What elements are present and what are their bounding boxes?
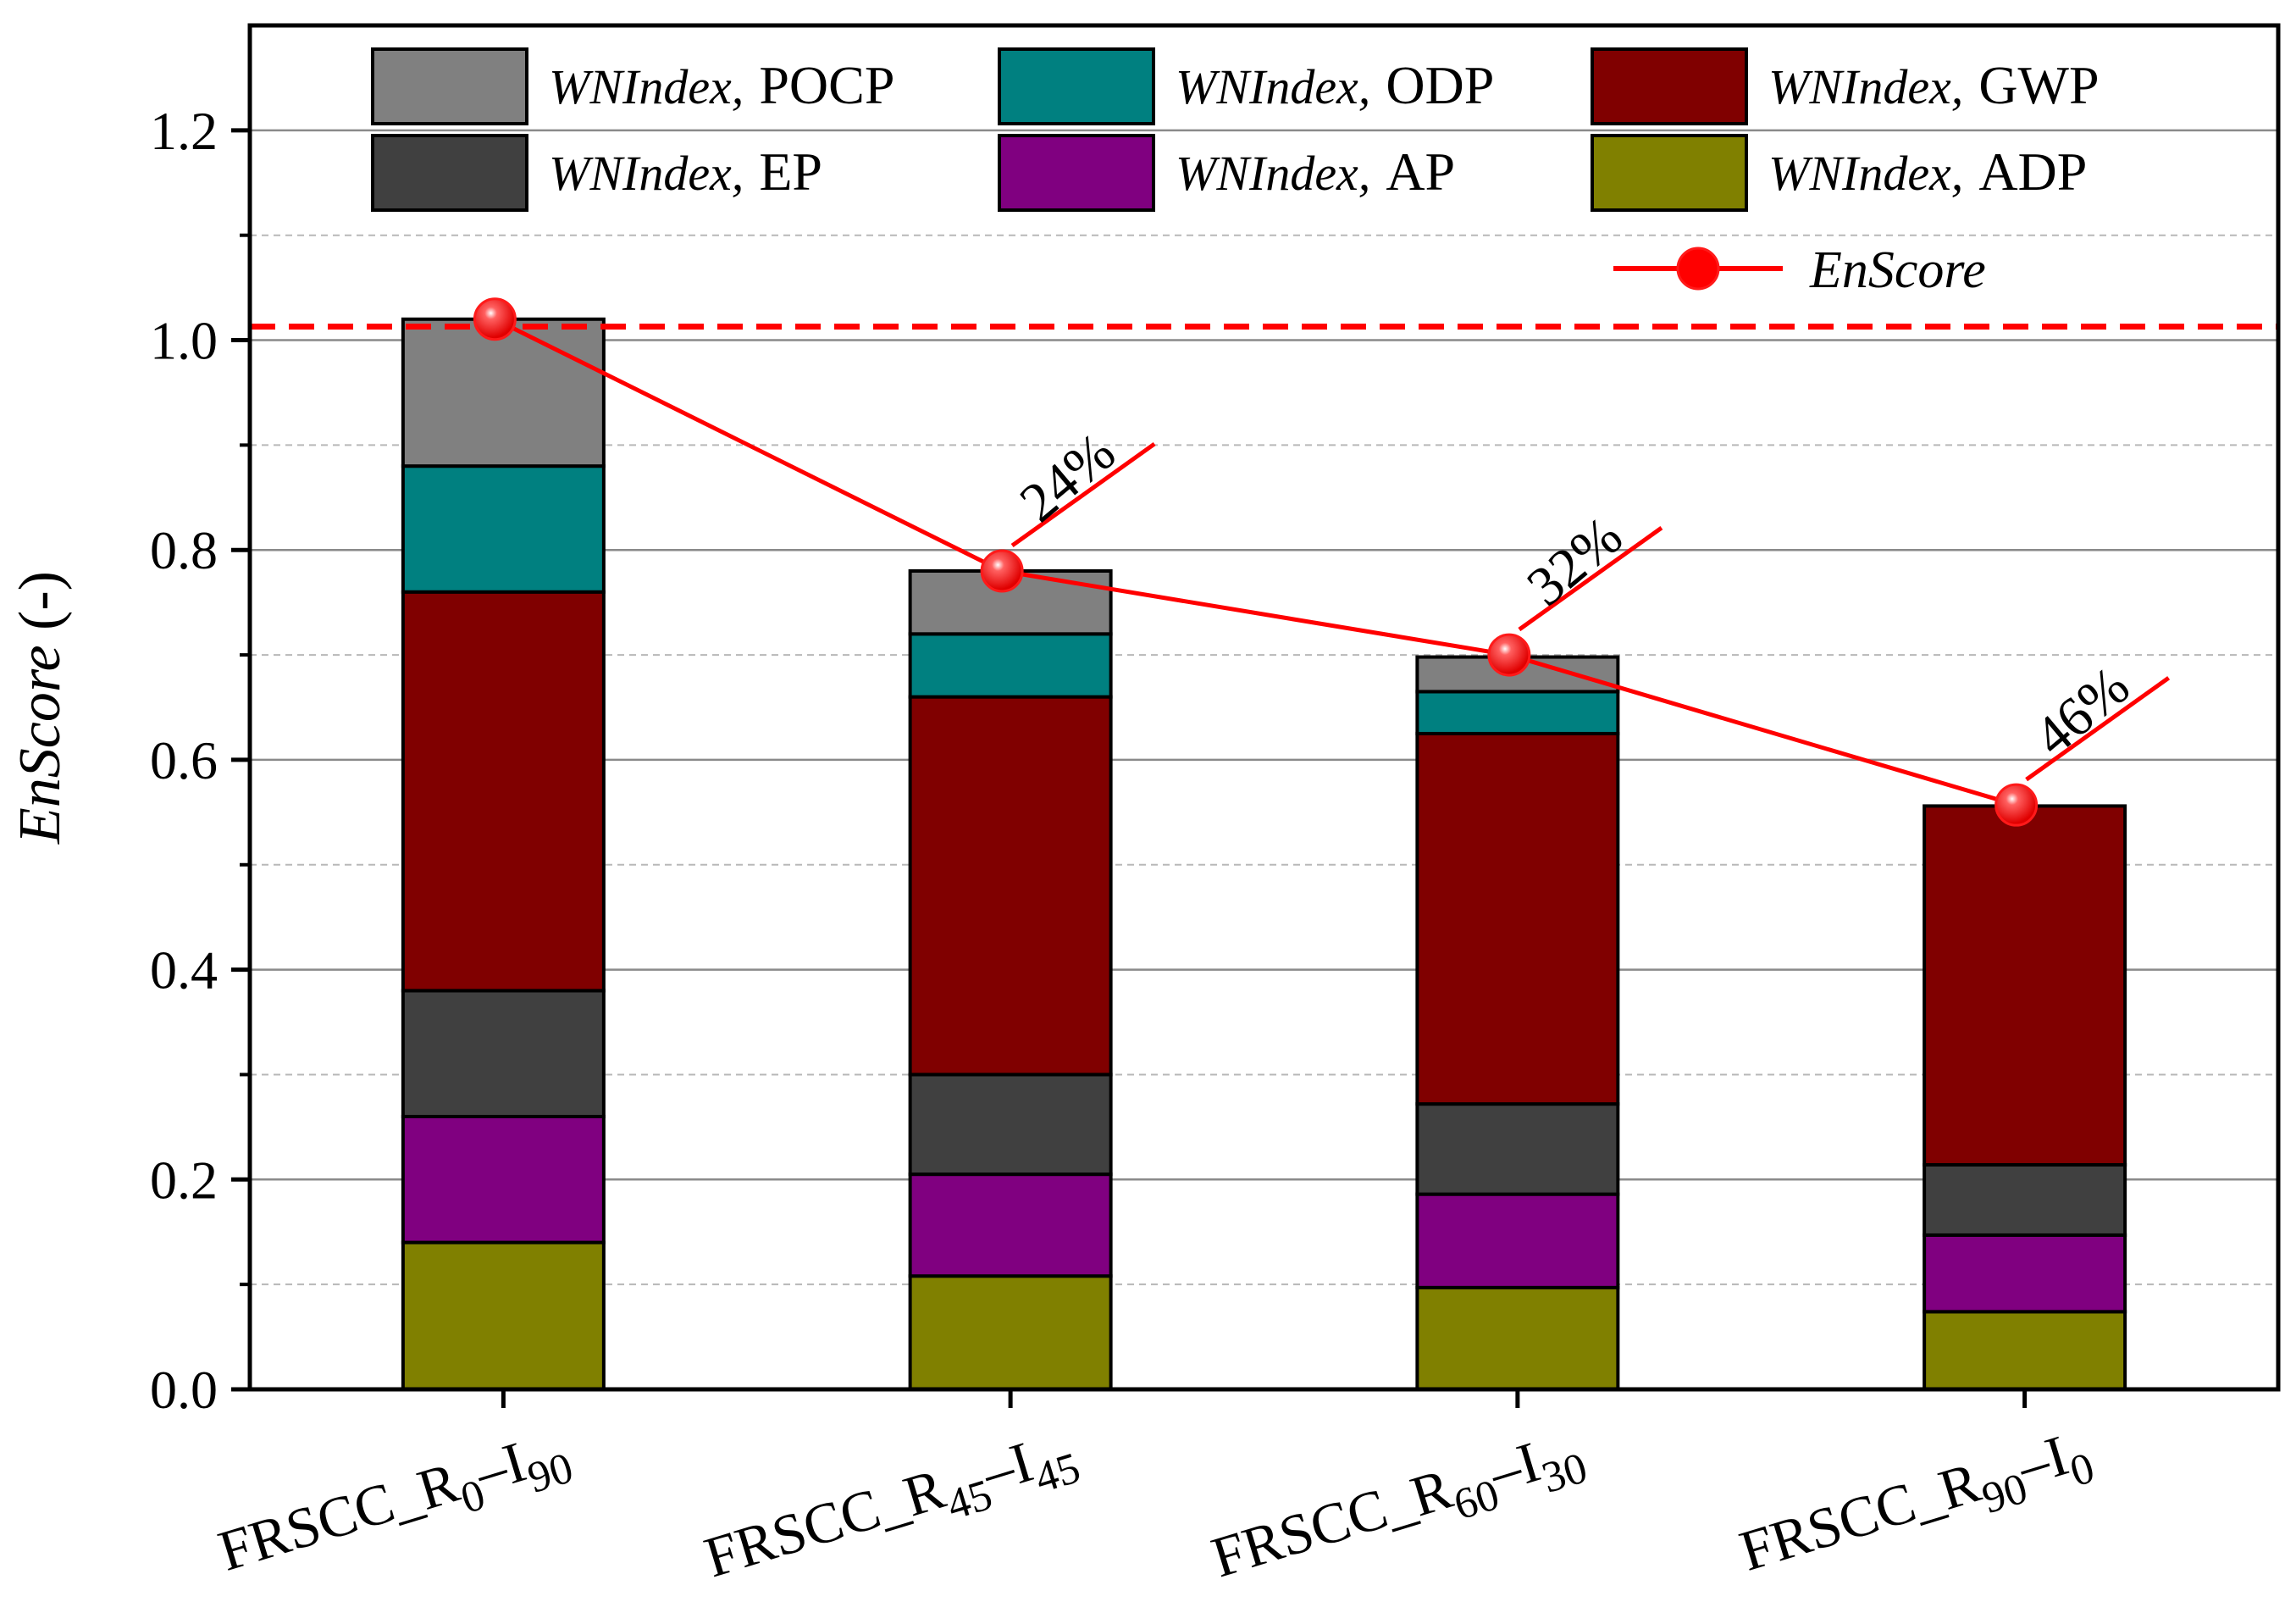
legend-swatch-pocp (371, 47, 528, 125)
legend-swatch-gwp (1591, 47, 1748, 125)
legend-label-name: EP (759, 141, 822, 202)
bar-odp-2 (1415, 690, 1620, 735)
legend-label-prefix: WNIndex, (1176, 146, 1370, 201)
bar-odp-0 (401, 464, 606, 594)
ytick-label-5: 1.0 (150, 311, 218, 371)
bar-ap-0 (401, 1115, 606, 1244)
legend-label-enscore: EnScore (1809, 241, 1986, 299)
legend-label-name: ODP (1386, 55, 1494, 115)
legend-swatch-adp (1591, 134, 1748, 212)
legend-label-name: ADP (1978, 141, 2087, 202)
enscore-marker-0 (473, 297, 517, 341)
ytick-label-2: 0.4 (150, 940, 218, 1000)
bar-gwp-0 (401, 590, 606, 993)
legend-label-ap: WNIndex, AP (1176, 141, 1455, 202)
legend-label-name: GWP (1978, 55, 2099, 115)
legend-label-name: POCP (759, 55, 894, 115)
ytick-label-6: 1.2 (150, 101, 218, 161)
enscore-line (494, 317, 2017, 807)
legend: WNIndex, POCP WNIndex, ODP WNIndex, GWPWNInde… (371, 47, 2100, 299)
legend-label-ep: WNIndex, EP (549, 141, 822, 202)
legend-swatch-odp (998, 47, 1155, 125)
bar-gwp-3 (1923, 804, 2127, 1167)
annotation-leader-1 (1010, 441, 1156, 548)
y-axis-label-unit: (-) (8, 571, 73, 645)
ytick-label-0: 0.0 (150, 1360, 218, 1420)
legend-label-prefix: WNIndex, (1176, 59, 1370, 114)
bar-adp-3 (1923, 1310, 2127, 1392)
y-axis-label: EnScore (-) (8, 571, 73, 845)
ytick-label-3: 0.6 (150, 730, 218, 790)
bar-adp-2 (1415, 1285, 1620, 1392)
bar-pocp-0 (401, 317, 606, 468)
legend-label-adp: WNIndex, ADP (1768, 141, 2087, 202)
enscore-marker-3 (1994, 783, 2039, 827)
bar-ap-3 (1923, 1233, 2127, 1314)
legend-marker-enscore (1676, 247, 1720, 291)
legend-label-prefix: WNIndex, (1768, 59, 1963, 114)
legend-label-name: AP (1386, 141, 1455, 202)
legend-label-prefix: WNIndex, (1768, 146, 1963, 201)
enscore-marker-2 (1487, 633, 1531, 677)
ytick-label-1: 0.2 (150, 1150, 218, 1210)
legend-label-odp: WNIndex, ODP (1176, 55, 1494, 115)
bar-ep-0 (401, 989, 606, 1119)
bar-ep-1 (908, 1073, 1113, 1177)
legend-label-prefix: WNIndex, (549, 59, 744, 114)
bar-adp-0 (401, 1240, 606, 1391)
bar-ep-3 (1923, 1162, 2127, 1237)
legend-label-gwp: WNIndex, GWP (1768, 55, 2100, 115)
bar-ap-1 (908, 1172, 1113, 1278)
ytick-label-4: 0.8 (150, 520, 218, 580)
bar-gwp-2 (1415, 731, 1620, 1106)
annotation-leader-2 (1518, 526, 1663, 632)
bar-adp-1 (908, 1274, 1113, 1391)
annotation-leader-3 (2025, 676, 2171, 782)
legend-swatch-ep (371, 134, 528, 212)
y-axis-label-name: EnScore (8, 645, 73, 845)
plot-frame (247, 23, 2281, 1392)
bars (401, 317, 2127, 1392)
bar-ap-2 (1415, 1192, 1620, 1289)
legend-label-pocp: WNIndex, POCP (549, 55, 894, 115)
bar-gwp-1 (908, 695, 1113, 1077)
legend-label-prefix: WNIndex, (549, 146, 744, 201)
bar-odp-1 (908, 632, 1113, 699)
legend-swatch-ap (998, 134, 1155, 212)
bar-ep-2 (1415, 1102, 1620, 1196)
enscore-marker-1 (980, 549, 1024, 593)
enscore-line-group (473, 297, 2039, 827)
